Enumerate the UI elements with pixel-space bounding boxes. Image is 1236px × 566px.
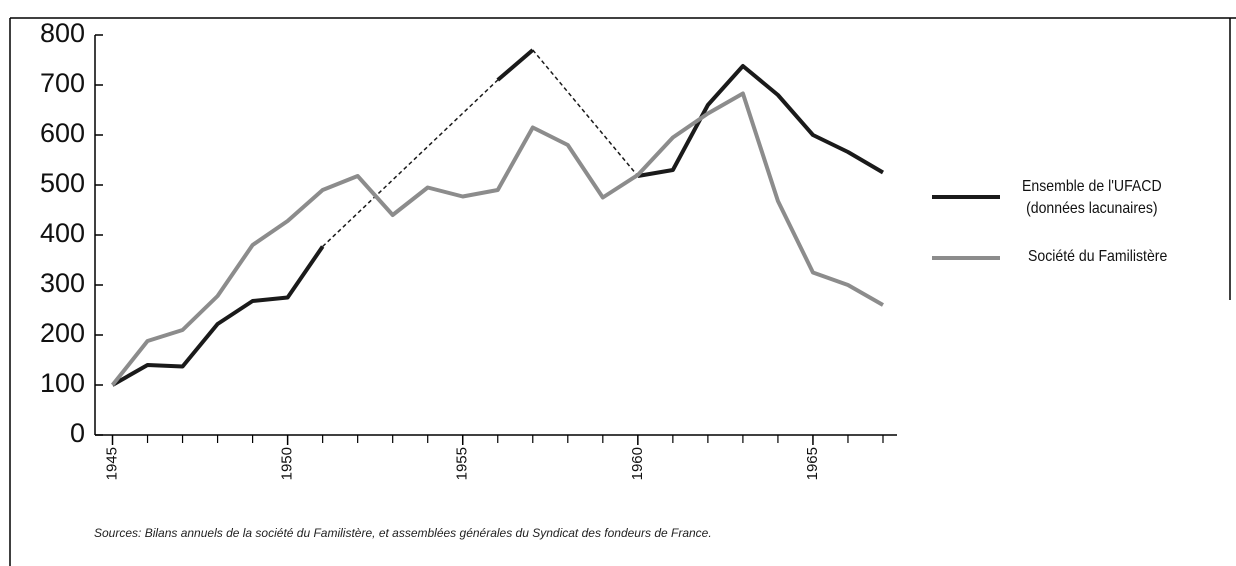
y-tick-label: 800: [40, 18, 85, 48]
y-tick-label: 500: [40, 168, 85, 198]
y-tick-label: 700: [40, 68, 85, 98]
series-line: [110, 91, 884, 387]
legend-label: Ensemble de l'UFACD (données lacunaires): [1022, 178, 1162, 217]
series-line: [111, 245, 325, 387]
series-line: [637, 64, 885, 178]
y-tick-label: 400: [40, 218, 85, 248]
x-tick-label: 1945: [103, 447, 120, 480]
gap-line: [322, 79, 499, 248]
legend-label: Société du Familistère: [1028, 248, 1168, 265]
x-tick-label: 1955: [454, 447, 471, 480]
y-tick-label: 600: [40, 118, 85, 148]
y-tick-label: 0: [70, 418, 85, 448]
x-tick-label: 1960: [629, 447, 646, 480]
source-note: Sources: Bilans annuels de la société du…: [94, 526, 712, 540]
series-line: [496, 48, 535, 82]
y-tick-label: 200: [40, 318, 85, 348]
y-tick-label: 300: [40, 268, 85, 298]
x-tick-label: 1950: [279, 447, 296, 480]
x-tick-label: 1965: [804, 447, 821, 480]
gap-line: [532, 49, 639, 177]
y-tick-label: 100: [40, 368, 85, 398]
